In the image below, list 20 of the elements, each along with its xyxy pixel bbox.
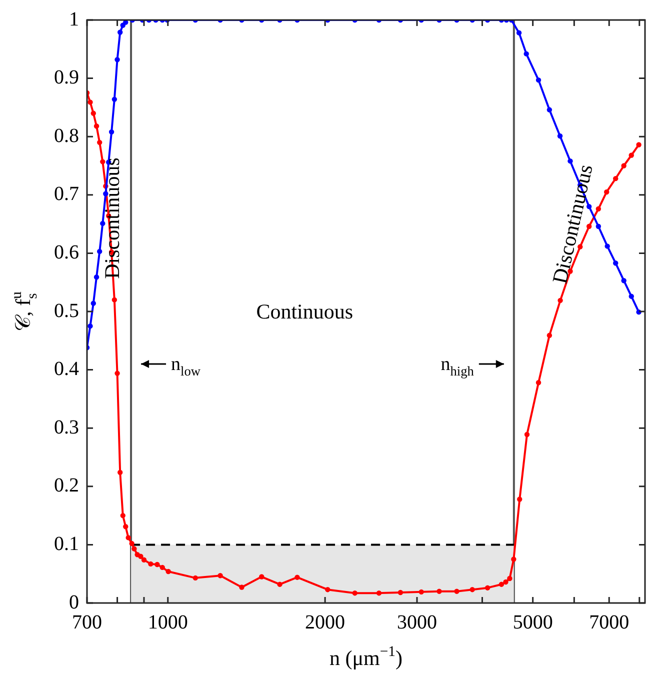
x-tick-label: 3000	[396, 611, 437, 634]
y-tick-label: 0	[69, 591, 79, 614]
y-tick-label: 0.2	[54, 474, 79, 497]
x-tick-label: 700	[72, 611, 102, 634]
y-tick-label: 0.9	[54, 66, 79, 89]
y-tick-label: 0.4	[54, 358, 79, 380]
y-tick-label: 1	[69, 8, 79, 30]
annotation: Discontinuous	[100, 158, 124, 279]
annotation: Continuous	[256, 300, 354, 324]
y-tick-label: 0.8	[54, 124, 79, 147]
y-tick-label: 0.6	[54, 241, 79, 264]
y-tick-label: 0.1	[54, 532, 79, 555]
y-tick-label: 0.5	[54, 300, 79, 322]
x-tick-label: 1000	[148, 611, 188, 634]
y-tick-label: 0.3	[54, 416, 79, 438]
x-tick-label: 7000	[589, 611, 630, 634]
x-tick-label: 2000	[305, 611, 346, 634]
x-tick-label: 5000	[512, 611, 553, 634]
y-axis-title: 𝒞, fsu	[9, 290, 40, 332]
y-tick-label: 0.7	[54, 183, 79, 206]
